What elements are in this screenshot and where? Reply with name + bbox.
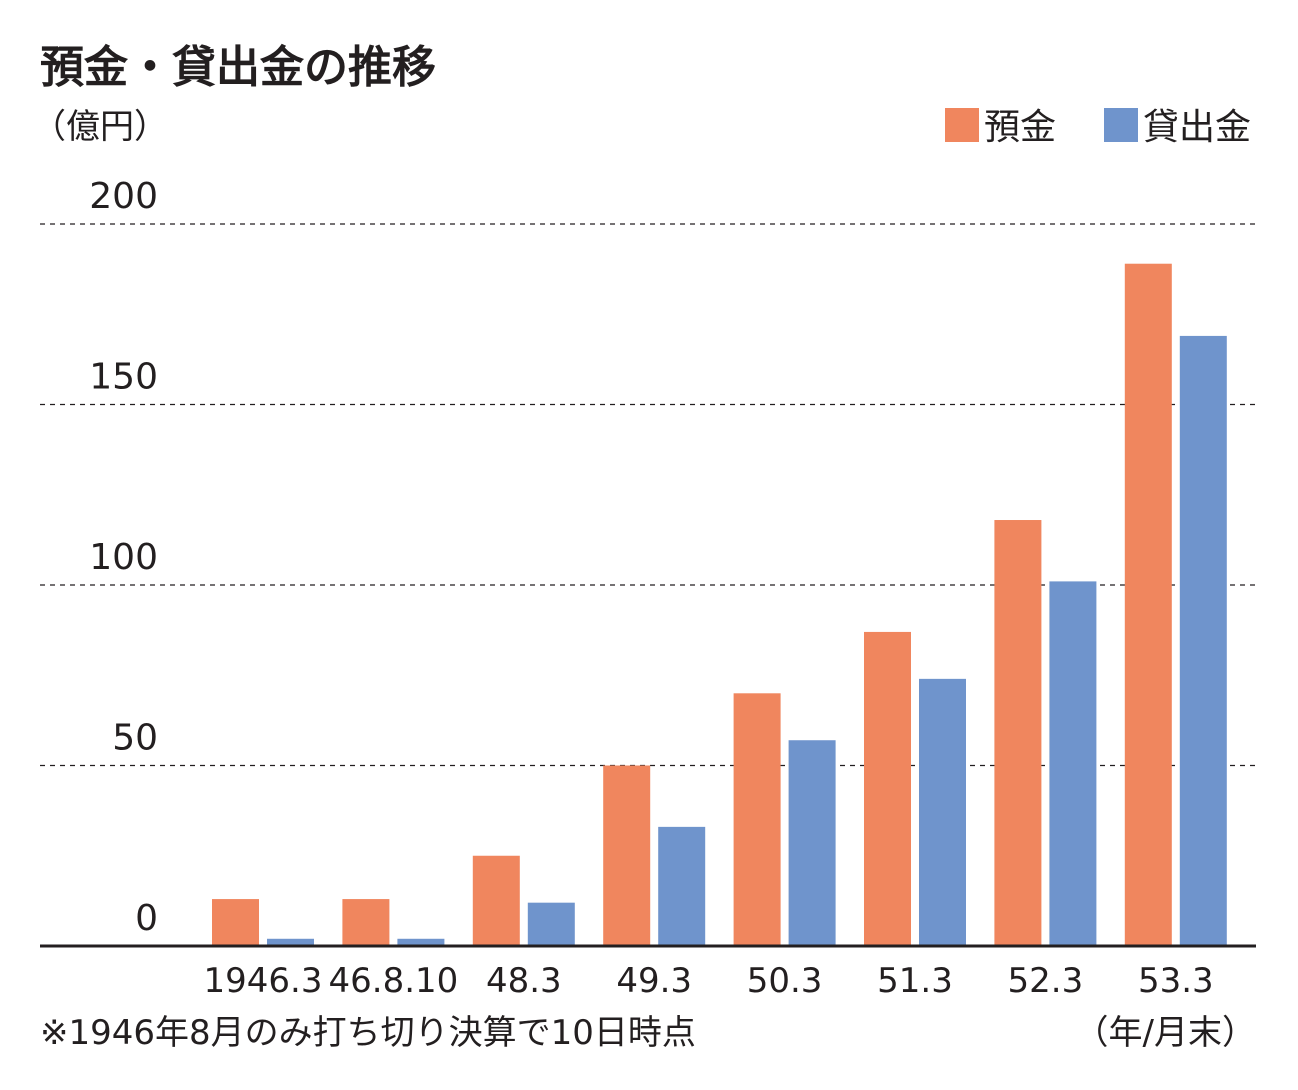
legend-swatch-loans [1104, 108, 1138, 142]
x-tick-label: 51.3 [877, 961, 953, 1001]
bar-loans [527, 902, 575, 946]
bar-deposits [864, 631, 911, 946]
legend-swatch-deposits [945, 108, 979, 142]
legend-label-loans: 貸出金 [1143, 107, 1251, 148]
x-axis-ticks: 1946.3 46.8.10 48.3 49.3 50.3 51.3 52.3 53.3 [204, 961, 1214, 1001]
x-tick-label: 50.3 [747, 961, 823, 1001]
x-tick-label: 49.3 [616, 961, 692, 1001]
bar-deposits [472, 855, 520, 946]
y-tick-label: 50 [112, 718, 158, 759]
legend-label-deposits: 預金 [984, 107, 1056, 148]
bar-loans [1049, 581, 1097, 946]
x-tick-label: 48.3 [486, 961, 562, 1001]
y-axis-ticks: 200 150 100 50 0 [89, 176, 158, 939]
y-tick-label: 100 [89, 537, 158, 578]
bar-loans [919, 678, 966, 946]
x-tick-label: 52.3 [1008, 961, 1084, 1001]
x-tick-label: 1946.3 [204, 961, 323, 1001]
bar-deposits [212, 899, 259, 946]
chart-title: 預金・貸出金の推移 [40, 42, 436, 93]
footnote: ※1946年8月のみ打ち切り決算で10日時点 [40, 1013, 696, 1053]
y-tick-label: 150 [89, 357, 158, 398]
bar-deposits [342, 899, 390, 946]
bars [212, 263, 1227, 947]
x-axis-unit-label: （年/月末） [1075, 1013, 1256, 1053]
y-tick-label: 0 [135, 898, 158, 939]
y-tick-label: 200 [89, 176, 158, 217]
bar-loans [788, 740, 836, 946]
bar-deposits [994, 520, 1042, 946]
bar-loans [1179, 335, 1227, 946]
bar-deposits [1124, 263, 1172, 947]
x-tick-label: 46.8.10 [329, 961, 459, 1001]
x-tick-label: 53.3 [1138, 961, 1214, 1001]
legend: 預金 貸出金 [945, 107, 1251, 148]
bar-loans [658, 826, 706, 946]
y-axis-unit-label: （億円） [32, 107, 168, 147]
bar-loans [267, 938, 314, 946]
bar-deposits [603, 765, 651, 946]
bar-deposits [733, 693, 781, 946]
bar-loans [397, 938, 445, 946]
